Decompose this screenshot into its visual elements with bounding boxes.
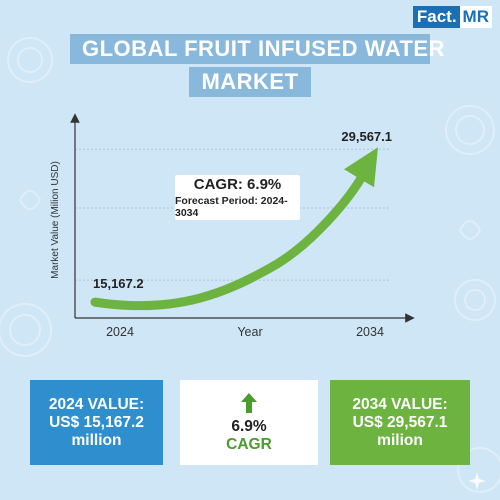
x-tick-2034: 2034 bbox=[356, 325, 384, 339]
forecast-period-text: Forecast Period: 2024-3034 bbox=[175, 195, 288, 219]
card-2034-value: US$ 29,567.1 bbox=[352, 413, 448, 431]
data-labels: 15,167.2 29,567.1 bbox=[93, 129, 392, 291]
x-tick-2024: 2024 bbox=[106, 325, 134, 339]
card-2024-unit: million bbox=[71, 431, 122, 449]
data-label-2024: 15,167.2 bbox=[93, 276, 144, 291]
x-axis-label: Year bbox=[237, 325, 262, 339]
value-2034-card: 2034 VALUE: US$ 29,567.1 milion bbox=[330, 380, 470, 465]
cagr-callout-value: CAGR: 6.9% bbox=[193, 176, 282, 193]
title-line-2: MARKET bbox=[189, 67, 311, 97]
factmr-logo: Fact. MR bbox=[412, 6, 492, 28]
card-2024-heading: 2024 VALUE: bbox=[48, 395, 145, 413]
cagr-card: 6.9% CAGR bbox=[180, 380, 318, 465]
series-line-market-value bbox=[90, 166, 370, 311]
sparkle-icon bbox=[468, 472, 486, 490]
page-title: GLOBAL FRUIT INFUSED WATER MARKET bbox=[70, 34, 444, 100]
cagr-card-value: 6.9% bbox=[231, 417, 267, 435]
y-axis-label: Market Value (Milion USD) bbox=[50, 161, 61, 279]
series-layer bbox=[90, 147, 378, 311]
card-2034-unit: milion bbox=[377, 431, 423, 449]
cagr-callout: CAGR: 6.9% Forecast Period: 2024-3034 bbox=[175, 175, 300, 220]
card-2024-value: US$ 15,167.2 bbox=[49, 413, 144, 431]
title-line-1: GLOBAL FRUIT INFUSED WATER bbox=[70, 34, 444, 64]
x-tick-labels: 2024 2034 bbox=[106, 325, 384, 339]
data-label-2034: 29,567.1 bbox=[341, 129, 392, 144]
card-2034-heading: 2034 VALUE: bbox=[352, 395, 448, 413]
market-chart: Market Value (Milion USD) Year 2024 2034 … bbox=[50, 113, 415, 339]
logo-part-2: MR bbox=[459, 6, 492, 28]
logo-part-1: Fact. bbox=[412, 6, 460, 28]
value-2024-card: 2024 VALUE: US$ 15,167.2 million bbox=[30, 380, 163, 465]
series-arrowhead bbox=[344, 147, 378, 188]
cagr-card-label: CAGR bbox=[226, 435, 272, 453]
up-arrow-icon bbox=[241, 392, 257, 413]
